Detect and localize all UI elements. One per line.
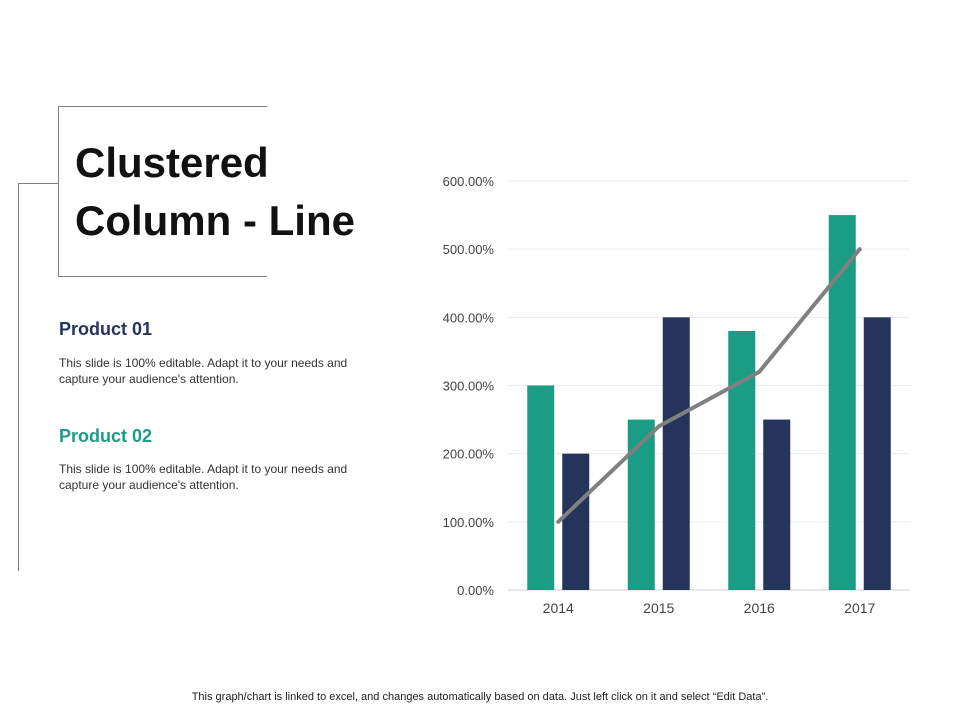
y-tick-label: 100.00% [443,515,495,530]
y-tick-label: 0.00% [457,583,494,598]
product-01-heading: Product 01 [59,319,153,339]
y-tick-label: 600.00% [443,174,495,189]
bar [662,317,690,590]
bar [763,419,791,590]
x-tick-label: 2014 [543,600,574,616]
product-01-description: This slide is 100% editable. Adapt it to… [59,356,348,386]
product-02-heading: Product 02 [59,426,153,446]
clustered-column-line-chart: 0.00% 100.00% 200.00% 300.00% 400.00% 500.00%… [443,174,910,616]
bar [527,385,555,590]
frame-outer-top-line [18,183,59,184]
x-tick-label: 2015 [643,600,674,616]
slide-title-line-1: Clustered [75,139,269,186]
series-line [556,247,862,524]
bar [863,317,891,590]
x-tick-label: 2017 [844,600,875,616]
frame-outer-left-line [18,183,19,571]
y-tick-label: 200.00% [443,447,495,462]
bar [562,453,590,590]
title-box: Clustered Column - Line [58,106,388,276]
y-tick-label: 300.00% [443,379,495,394]
frame-top-line [58,106,267,107]
frame-bottom-line [58,276,267,277]
product-02-description: This slide is 100% editable. Adapt it to… [59,462,348,492]
bar [828,215,856,591]
slide-title-line-2: Column - Line [75,197,355,244]
x-tick-label: 2016 [744,600,775,616]
bar [728,330,756,590]
frame-left-line [58,106,59,277]
y-tick-label: 500.00% [443,242,495,257]
bar [627,419,655,590]
y-tick-label: 400.00% [443,310,495,325]
footnote: This graph/chart is linked to excel, and… [191,691,769,703]
